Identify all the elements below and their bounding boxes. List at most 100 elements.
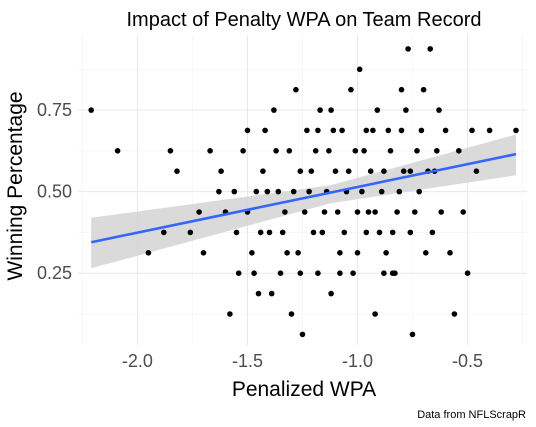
data-point (251, 270, 257, 277)
data-point (244, 127, 251, 134)
data-point (235, 270, 242, 277)
data-point (460, 209, 467, 215)
data-point (409, 331, 416, 338)
data-point (374, 107, 381, 113)
data-point (352, 148, 359, 154)
data-point (249, 250, 255, 256)
data-point (339, 127, 345, 134)
data-point (275, 188, 282, 195)
data-point (326, 148, 332, 154)
data-point (167, 148, 174, 154)
data-point (438, 209, 445, 215)
data-point (227, 311, 233, 317)
data-point (240, 148, 246, 154)
data-point (273, 148, 279, 154)
data-point (367, 168, 374, 174)
data-point (257, 229, 264, 236)
data-point (337, 270, 343, 277)
data-point (398, 86, 405, 93)
data-point (301, 209, 308, 215)
data-point (196, 209, 202, 215)
data-point (420, 86, 427, 93)
data-point (306, 188, 312, 195)
data-point (286, 148, 293, 154)
trend-line (90, 152, 517, 244)
chart-title: Impact of Penalty WPA on Team Record (127, 9, 482, 31)
data-point (282, 209, 288, 215)
data-point (473, 168, 480, 174)
data-point (330, 127, 337, 134)
data-point (469, 127, 475, 134)
data-point (268, 290, 275, 297)
data-point (363, 229, 370, 236)
x-tick-labels: -2.0 -1.5 -1.0 -0.5 (122, 351, 483, 371)
data-point (334, 209, 341, 215)
data-point (271, 107, 277, 113)
data-point (434, 148, 440, 154)
data-point (451, 311, 458, 317)
data-point (337, 250, 343, 256)
data-point (284, 250, 290, 256)
data-point (290, 188, 297, 195)
data-point (394, 209, 400, 215)
data-point (88, 107, 94, 113)
data-point (423, 250, 429, 256)
x-tick-label: -0.5 (452, 351, 483, 371)
data-point (447, 250, 453, 256)
y-tick-labels: 0.25 0.50 0.75 (37, 100, 72, 283)
y-tick-label: 0.75 (37, 100, 72, 120)
data-point (387, 148, 394, 154)
data-point (436, 107, 442, 113)
data-point (233, 229, 240, 236)
data-point (396, 188, 403, 195)
data-point (255, 290, 262, 297)
data-point (218, 168, 224, 174)
data-point (354, 209, 361, 215)
data-point (354, 250, 361, 256)
data-point (328, 290, 334, 297)
data-point (114, 148, 121, 154)
data-point (341, 229, 348, 236)
caption: Data from NFLScrapR (417, 409, 526, 421)
data-point (304, 127, 310, 134)
data-point (145, 250, 152, 256)
data-point (277, 270, 284, 277)
data-point (317, 107, 323, 113)
data-point (372, 209, 378, 215)
data-point (315, 127, 321, 134)
y-tick-label: 0.50 (37, 182, 72, 202)
data-point (328, 107, 334, 113)
data-point (370, 127, 376, 134)
x-tick-label: -1.5 (232, 351, 263, 371)
data-point (161, 229, 167, 236)
data-point (356, 66, 363, 73)
data-point (376, 229, 383, 236)
data-point (418, 127, 425, 134)
data-point (381, 270, 387, 277)
data-point (319, 229, 326, 236)
data-point (315, 270, 321, 277)
data-point (412, 209, 418, 215)
data-point (200, 250, 207, 256)
x-axis-label: Penalized WPA (232, 378, 376, 401)
data-point (414, 148, 420, 154)
data-point (429, 229, 436, 236)
confidence-band-group (91, 134, 516, 269)
data-point (403, 107, 409, 113)
data-point (361, 148, 367, 154)
data-point (187, 229, 194, 236)
data-point (231, 188, 238, 195)
confidence-band (91, 134, 516, 269)
data-point (266, 229, 273, 236)
data-point (381, 168, 387, 174)
data-point (513, 127, 519, 134)
data-point (398, 127, 405, 134)
data-point (288, 311, 295, 317)
data-point (407, 168, 414, 174)
data-point (321, 209, 328, 215)
data-point (174, 168, 180, 174)
data-point (264, 188, 271, 195)
data-point (297, 270, 304, 277)
data-point (295, 250, 301, 256)
data-point (310, 229, 317, 236)
